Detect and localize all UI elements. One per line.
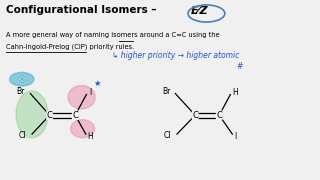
Text: C: C [216,111,222,120]
Text: Configurational Isomers –: Configurational Isomers – [6,5,161,15]
Text: #: # [237,62,243,71]
Text: Cahn-Ingold-Prelog (CIP) priority rules.: Cahn-Ingold-Prelog (CIP) priority rules. [6,43,135,50]
Ellipse shape [16,91,48,138]
Text: H: H [233,88,238,97]
Text: ★: ★ [94,79,101,88]
Text: I: I [89,88,91,97]
Text: I: I [235,132,237,141]
Text: ⊗: ⊗ [17,73,27,86]
Text: Br: Br [162,87,170,96]
Text: H: H [88,132,93,141]
Text: Cl: Cl [164,131,171,140]
Text: ↳ higher priority → higher atomic: ↳ higher priority → higher atomic [112,51,239,60]
Text: E⁄Z: E⁄Z [190,6,208,16]
Ellipse shape [71,120,95,138]
Text: Cl: Cl [19,131,27,140]
Text: C: C [192,111,198,120]
Text: ⊗: ⊗ [17,73,27,86]
Circle shape [10,72,34,86]
Text: A more general way of naming isomers around a C=C using the: A more general way of naming isomers aro… [6,31,220,37]
Text: C: C [47,111,52,120]
Text: Br: Br [17,87,25,96]
Ellipse shape [68,86,95,109]
Text: C: C [72,111,78,120]
